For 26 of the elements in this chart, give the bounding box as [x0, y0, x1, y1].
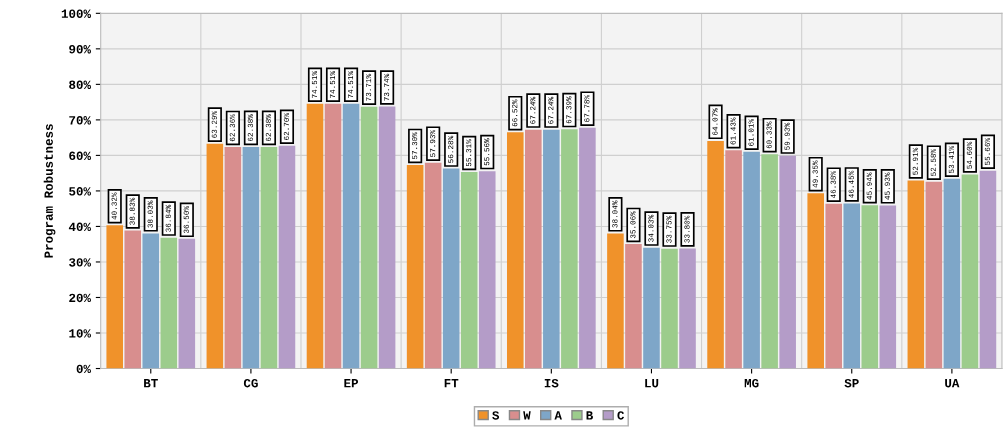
x-tick-label: LU — [645, 379, 659, 388]
y-tick-label: 30% — [69, 258, 91, 267]
legend-label: B — [586, 411, 593, 420]
y-tick-label: 10% — [69, 329, 91, 338]
y-tick-label: 70% — [69, 116, 91, 125]
x-tick-label: SP — [844, 378, 859, 388]
y-tick-label: 50% — [69, 187, 91, 196]
y-tick-label: 60% — [69, 151, 91, 161]
y-tick-label: 100% — [61, 9, 91, 18]
legend-label: C — [617, 411, 625, 420]
y-tick-label: 80% — [69, 80, 91, 90]
x-tick-label: CG — [243, 378, 258, 388]
y-tick-label: 90% — [69, 45, 91, 54]
y-tick-label: 20% — [69, 293, 91, 303]
x-tick-label: UA — [945, 379, 960, 388]
x-tick-label: EP — [344, 379, 359, 388]
y-axis-title: Program Robustness — [43, 124, 56, 258]
legend-label: S — [492, 411, 500, 420]
x-tick-label: MG — [744, 378, 759, 388]
x-tick-label: IS — [544, 378, 559, 388]
legend-label: A — [554, 411, 562, 420]
y-tick-label: 0% — [76, 364, 91, 374]
legend-label: W — [523, 411, 531, 420]
y-tick-label: 40% — [68, 222, 91, 232]
x-tick-label: FT — [444, 379, 459, 388]
x-tick-label: BT — [144, 379, 158, 388]
